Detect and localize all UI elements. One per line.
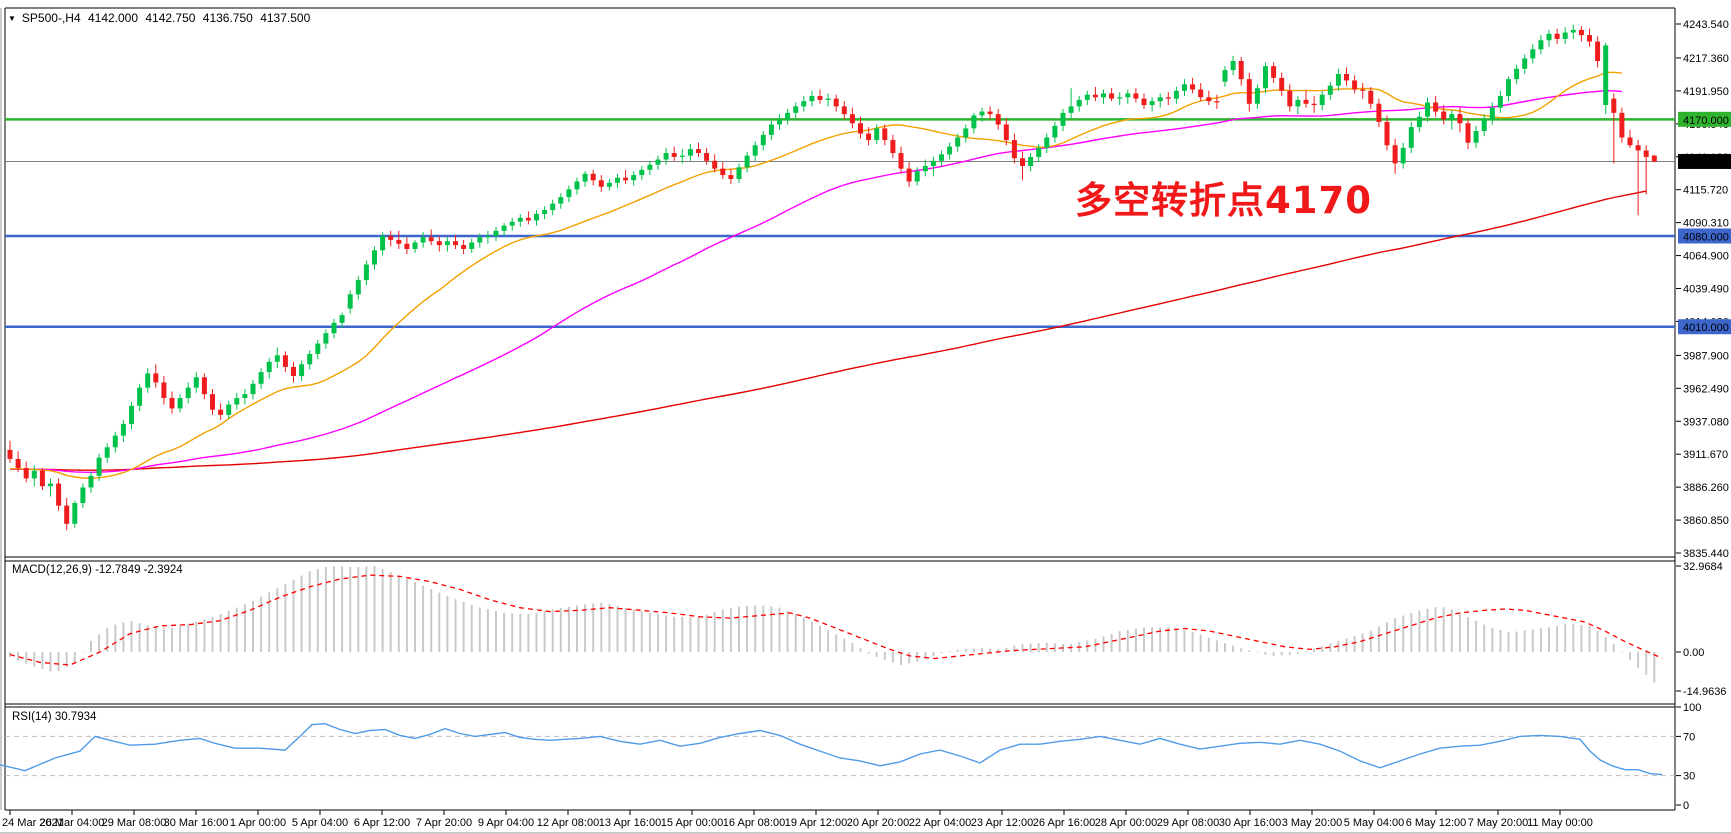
- svg-text:3937.080: 3937.080: [1683, 416, 1729, 428]
- svg-text:28 Apr 00:00: 28 Apr 00:00: [1095, 817, 1157, 829]
- svg-text:4064.900: 4064.900: [1683, 251, 1729, 263]
- horizontal-level-lines[interactable]: [5, 118, 1675, 328]
- svg-text:3 May 20:00: 3 May 20:00: [1282, 817, 1343, 829]
- svg-text:4170.000: 4170.000: [1683, 115, 1729, 127]
- svg-text:-14.9636: -14.9636: [1683, 686, 1726, 698]
- moving-average-lines: [9, 71, 1647, 480]
- svg-text:3886.260: 3886.260: [1683, 482, 1729, 494]
- svg-text:29 Apr 08:00: 29 Apr 08:00: [1157, 817, 1219, 829]
- rsi-pane-series: [0, 722, 1675, 777]
- symbol-period: SP500-,H4: [21, 11, 81, 25]
- svg-text:4243.540: 4243.540: [1683, 19, 1729, 31]
- svg-text:5 May 04:00: 5 May 04:00: [1344, 817, 1405, 829]
- macd-indicator-label: MACD(12,26,9) -12.7849 -2.3924: [12, 564, 183, 576]
- candlestick-series: [7, 24, 1657, 531]
- svg-text:5 Apr 04:00: 5 Apr 04:00: [292, 817, 348, 829]
- svg-text:100: 100: [1683, 702, 1701, 714]
- pane-borders: [0, 7, 1731, 834]
- svg-text:4137.500: 4137.500: [1683, 157, 1729, 169]
- svg-text:22 Apr 04:00: 22 Apr 04:00: [909, 817, 971, 829]
- bar-low: 4136.750: [202, 11, 253, 25]
- svg-text:3860.850: 3860.850: [1683, 515, 1729, 527]
- svg-text:26 Apr 16:00: 26 Apr 16:00: [1033, 817, 1095, 829]
- svg-text:0: 0: [1683, 800, 1689, 812]
- svg-text:4217.360: 4217.360: [1683, 53, 1729, 65]
- svg-text:20 Apr 20:00: 20 Apr 20:00: [847, 817, 909, 829]
- svg-text:3962.490: 3962.490: [1683, 383, 1729, 395]
- svg-text:7 May 20:00: 7 May 20:00: [1468, 817, 1529, 829]
- bar-open: 4142.000: [87, 11, 139, 25]
- svg-text:70: 70: [1683, 731, 1695, 743]
- svg-text:23 Apr 12:00: 23 Apr 12:00: [971, 817, 1033, 829]
- svg-text:3987.900: 3987.900: [1683, 350, 1729, 362]
- svg-text:3835.440: 3835.440: [1683, 548, 1729, 560]
- svg-text:7 Apr 20:00: 7 Apr 20:00: [416, 817, 472, 829]
- svg-text:4090.310: 4090.310: [1683, 218, 1729, 230]
- macd-pane-series: [9, 565, 1663, 683]
- bar-close: 4137.500: [260, 11, 311, 25]
- svg-text:11 May 00:00: 11 May 00:00: [1527, 817, 1593, 829]
- svg-text:4010.000: 4010.000: [1683, 322, 1729, 334]
- svg-text:1 Apr 00:00: 1 Apr 00:00: [230, 817, 286, 829]
- symbol-header: ▼ SP500-,H4 4142.000 4142.750 4136.750 41…: [8, 11, 314, 25]
- svg-text:30: 30: [1683, 771, 1695, 783]
- svg-text:4115.720: 4115.720: [1683, 185, 1728, 197]
- price-axis: 4243.5404217.3604191.9504166.5404141.130…: [1676, 19, 1729, 812]
- svg-text:24 Mar 2021: 24 Mar 2021: [2, 817, 64, 829]
- svg-text:4080.000: 4080.000: [1683, 231, 1729, 243]
- svg-text:13 Apr 16:00: 13 Apr 16:00: [599, 817, 661, 829]
- svg-text:29 Mar 08:00: 29 Mar 08:00: [102, 817, 167, 829]
- svg-text:15 Apr 00:00: 15 Apr 00:00: [661, 817, 723, 829]
- svg-text:6 Apr 12:00: 6 Apr 12:00: [354, 817, 410, 829]
- svg-text:3911.670: 3911.670: [1683, 449, 1728, 461]
- svg-text:30 Apr 16:00: 30 Apr 16:00: [1219, 817, 1281, 829]
- svg-text:12 Apr 08:00: 12 Apr 08:00: [537, 817, 599, 829]
- chart-annotation-text: 多空转折点4170: [1075, 179, 1372, 222]
- svg-text:16 Apr 08:00: 16 Apr 08:00: [723, 817, 785, 829]
- svg-text:32.9684: 32.9684: [1683, 561, 1723, 573]
- svg-text:19 Apr 12:00: 19 Apr 12:00: [785, 817, 847, 829]
- svg-text:4191.950: 4191.950: [1683, 86, 1729, 98]
- rsi-indicator-label: RSI(14) 30.7934: [12, 711, 97, 723]
- bar-high: 4142.750: [145, 11, 196, 25]
- svg-text:6 May 12:00: 6 May 12:00: [1406, 817, 1467, 829]
- svg-text:26 Mar 04:00: 26 Mar 04:00: [40, 817, 105, 829]
- svg-text:0.00: 0.00: [1683, 647, 1704, 659]
- price-level-labels: 4170.000 4080.000 4010.000 4137.500: [1678, 111, 1731, 335]
- svg-text:30 Mar 16:00: 30 Mar 16:00: [164, 817, 229, 829]
- svg-text:9 Apr 04:00: 9 Apr 04:00: [478, 817, 534, 829]
- svg-text:4039.490: 4039.490: [1683, 284, 1729, 296]
- symbol-dropdown-icon[interactable]: ▼: [8, 14, 16, 23]
